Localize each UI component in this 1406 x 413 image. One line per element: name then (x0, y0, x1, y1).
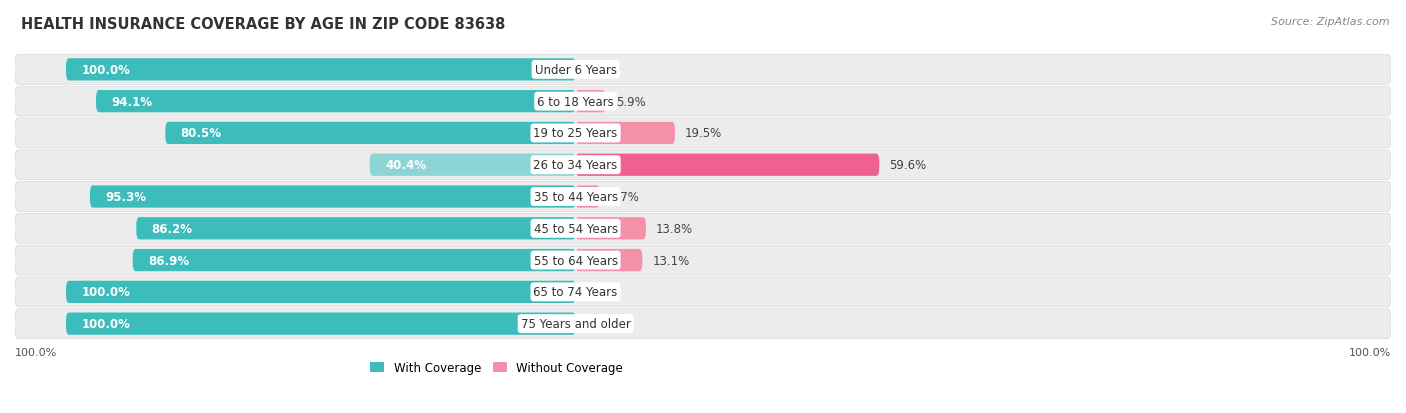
Text: 75 Years and older: 75 Years and older (520, 317, 630, 330)
FancyBboxPatch shape (15, 214, 1391, 244)
Text: 59.6%: 59.6% (890, 159, 927, 172)
FancyBboxPatch shape (15, 277, 1391, 307)
FancyBboxPatch shape (96, 91, 575, 113)
Text: 13.1%: 13.1% (652, 254, 690, 267)
Text: 19 to 25 Years: 19 to 25 Years (533, 127, 617, 140)
Text: 100.0%: 100.0% (82, 317, 131, 330)
Text: 100.0%: 100.0% (82, 286, 131, 299)
Text: 94.1%: 94.1% (111, 95, 152, 108)
FancyBboxPatch shape (15, 309, 1391, 339)
Text: Under 6 Years: Under 6 Years (534, 64, 617, 77)
FancyBboxPatch shape (66, 313, 575, 335)
Text: 100.0%: 100.0% (82, 64, 131, 77)
FancyBboxPatch shape (370, 154, 575, 176)
Text: 65 to 74 Years: 65 to 74 Years (533, 286, 617, 299)
Text: 5.9%: 5.9% (616, 95, 645, 108)
FancyBboxPatch shape (15, 182, 1391, 212)
FancyBboxPatch shape (15, 55, 1391, 85)
FancyBboxPatch shape (575, 123, 675, 145)
FancyBboxPatch shape (166, 123, 575, 145)
Text: 100.0%: 100.0% (15, 347, 58, 357)
FancyBboxPatch shape (15, 119, 1391, 149)
FancyBboxPatch shape (575, 154, 879, 176)
FancyBboxPatch shape (66, 59, 575, 81)
FancyBboxPatch shape (136, 218, 575, 240)
Text: 80.5%: 80.5% (180, 127, 222, 140)
Text: 19.5%: 19.5% (685, 127, 723, 140)
Text: 6 to 18 Years: 6 to 18 Years (537, 95, 614, 108)
Text: 45 to 54 Years: 45 to 54 Years (533, 222, 617, 235)
FancyBboxPatch shape (15, 246, 1391, 275)
Text: 86.9%: 86.9% (148, 254, 190, 267)
Text: 13.8%: 13.8% (657, 222, 693, 235)
Text: 4.7%: 4.7% (610, 190, 640, 204)
FancyBboxPatch shape (15, 150, 1391, 180)
FancyBboxPatch shape (575, 91, 606, 113)
Text: Source: ZipAtlas.com: Source: ZipAtlas.com (1271, 17, 1389, 26)
Text: 0.0%: 0.0% (586, 286, 616, 299)
FancyBboxPatch shape (575, 218, 645, 240)
Text: 55 to 64 Years: 55 to 64 Years (533, 254, 617, 267)
Text: HEALTH INSURANCE COVERAGE BY AGE IN ZIP CODE 83638: HEALTH INSURANCE COVERAGE BY AGE IN ZIP … (21, 17, 506, 31)
Text: 95.3%: 95.3% (105, 190, 146, 204)
FancyBboxPatch shape (15, 87, 1391, 117)
Text: 0.0%: 0.0% (586, 64, 616, 77)
FancyBboxPatch shape (575, 249, 643, 272)
Text: 35 to 44 Years: 35 to 44 Years (533, 190, 617, 204)
FancyBboxPatch shape (132, 249, 575, 272)
Legend: With Coverage, Without Coverage: With Coverage, Without Coverage (366, 356, 628, 379)
Text: 0.0%: 0.0% (586, 317, 616, 330)
Text: 86.2%: 86.2% (152, 222, 193, 235)
FancyBboxPatch shape (90, 186, 575, 208)
FancyBboxPatch shape (66, 281, 575, 303)
Text: 26 to 34 Years: 26 to 34 Years (533, 159, 617, 172)
Text: 100.0%: 100.0% (1348, 347, 1391, 357)
Text: 40.4%: 40.4% (385, 159, 426, 172)
FancyBboxPatch shape (575, 186, 599, 208)
